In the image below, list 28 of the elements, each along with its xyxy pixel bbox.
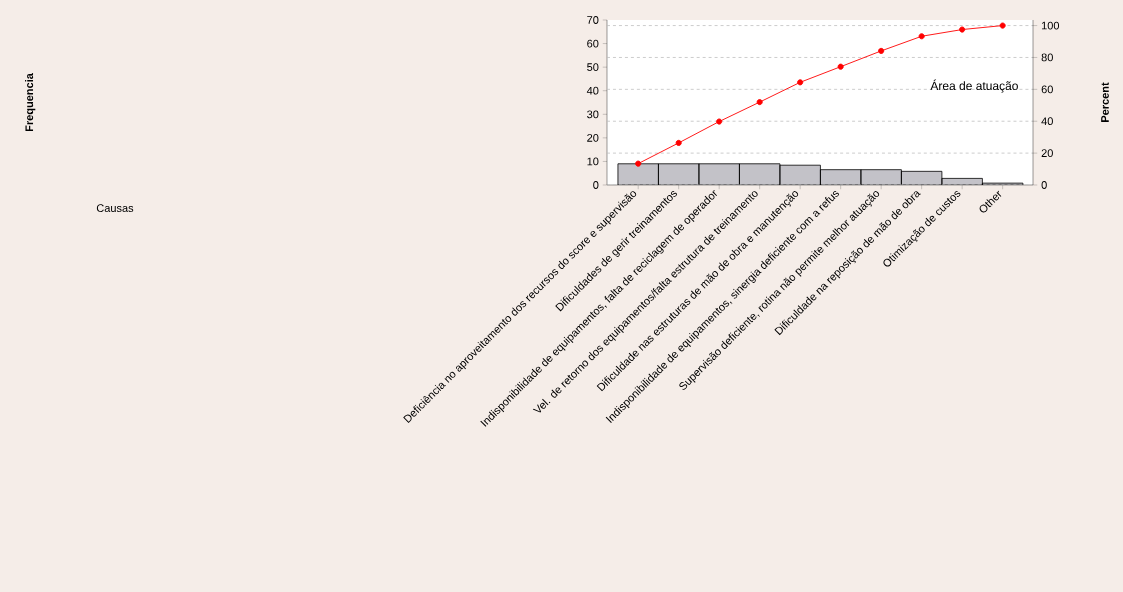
point <box>999 22 1006 29</box>
point <box>878 47 885 54</box>
y-tick-label: 30 <box>587 110 599 119</box>
y2-tick-label: 40 <box>1041 117 1053 126</box>
y2-tick-label: 80 <box>1041 53 1053 62</box>
y-tick-label: 60 <box>587 39 599 48</box>
point <box>837 63 844 70</box>
point <box>959 26 966 33</box>
y-tick-label: 10 <box>587 157 599 166</box>
y2-tick-label: 20 <box>1041 149 1053 158</box>
y-tick-label: 0 <box>593 181 599 189</box>
y-tick-label: 20 <box>587 133 599 142</box>
y2-axis-title: Percent <box>1101 82 1109 122</box>
y-tick-label: 70 <box>587 16 599 24</box>
y2-tick-label: 0 <box>1041 181 1047 189</box>
point <box>756 99 763 106</box>
point <box>635 160 642 167</box>
point <box>918 33 925 40</box>
y2-tick-label: 60 <box>1041 85 1053 94</box>
point <box>716 118 723 125</box>
y2-tick-label: 100 <box>1041 21 1060 30</box>
annotation: Área de atuação <box>930 79 1018 93</box>
y-tick-label: 50 <box>587 63 599 72</box>
point <box>675 139 682 146</box>
text: Frequencia <box>25 73 36 132</box>
text: Causas <box>96 204 134 212</box>
point <box>797 79 804 86</box>
y-tick-label: 40 <box>586 86 599 95</box>
